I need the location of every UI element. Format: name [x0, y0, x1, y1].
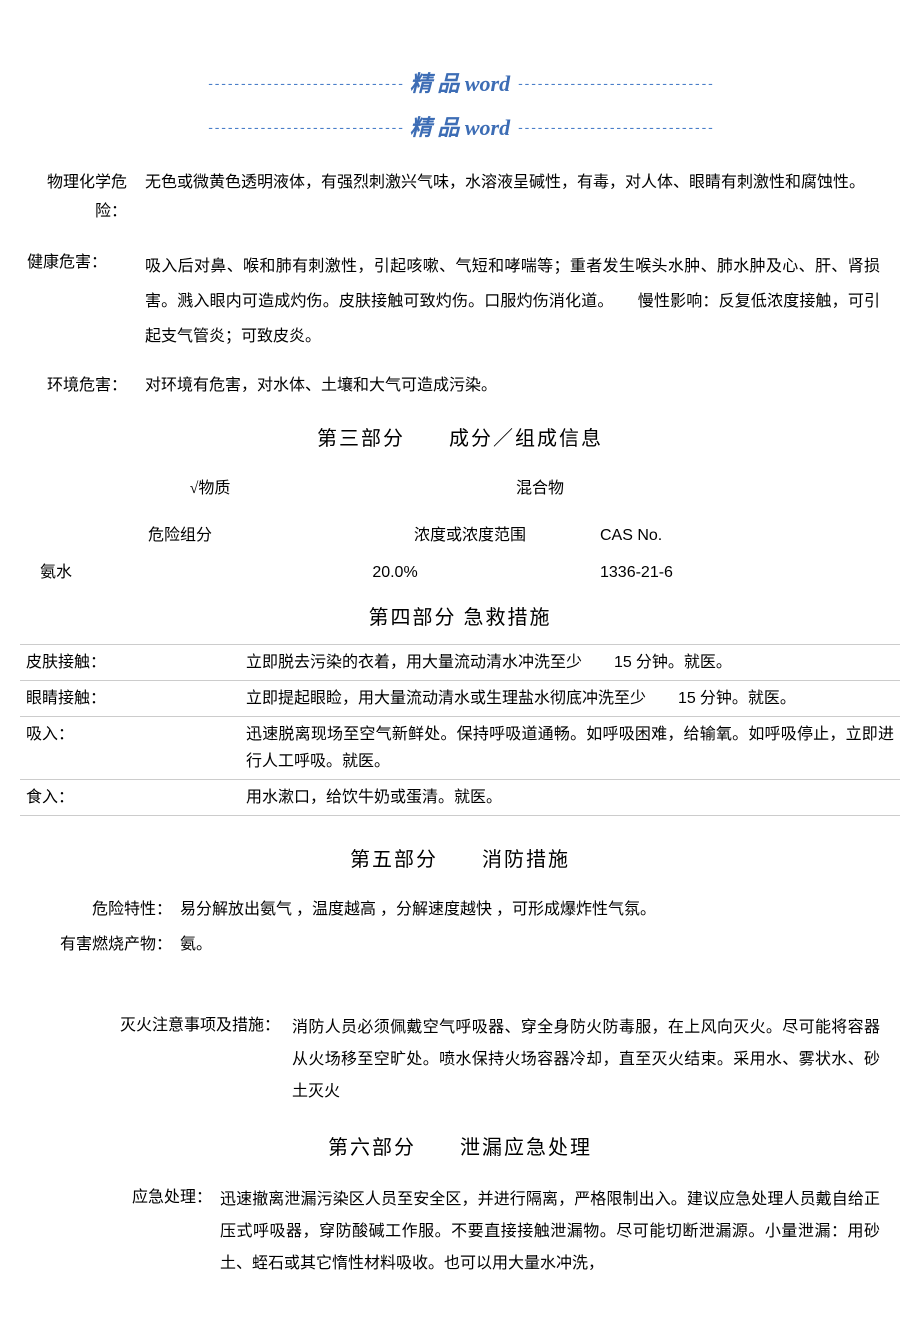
- danger-text: 易分解放出氨气 ，温度越高 ，分解速度越快 ，可形成爆炸性气氛。: [180, 896, 900, 925]
- phys-hazard-label: 物理化学危险：: [20, 169, 135, 227]
- fa-skin-label: 皮肤接触：: [20, 644, 240, 680]
- table-row: 吸入： 迅速脱离现场至空气新鲜处。保持呼吸道通畅。如呼吸困难，给输氧。如呼吸停止…: [20, 716, 900, 779]
- firstaid-table: 皮肤接触： 立即脱去污染的衣着，用大量流动清水冲洗至少 15 分钟。就医。 眼睛…: [20, 644, 900, 817]
- watermark-text: 精 品 word: [410, 64, 510, 104]
- dashes-left-2: - - - - - - - - - - - - - - - - - - - - …: [208, 115, 402, 140]
- fa-ingest-label: 食入：: [20, 780, 240, 816]
- fa-eye-label: 眼睛接触：: [20, 680, 240, 716]
- composition-data-row: 氨水 20.0% 1336-21-6: [20, 559, 900, 588]
- combust-label: 有害燃烧产物：: [20, 931, 180, 960]
- extinguish-label: 灭火注意事项及措施：: [120, 1012, 292, 1108]
- env-hazard-row: 环境危害： 对环境有危害，对水体、土壤和大气可造成污染。: [20, 372, 900, 401]
- comp-col3: CAS No.: [600, 522, 800, 551]
- phys-hazard-text: 无色或微黄色透明液体，有强烈刺激兴气味，水溶液呈碱性，有毒，对人体、眼睛有刺激性…: [135, 169, 900, 227]
- fa-skin-text: 立即脱去污染的衣着，用大量流动清水冲洗至少 15 分钟。就医。: [240, 644, 900, 680]
- emergency-label: 应急处理：: [20, 1184, 220, 1280]
- danger-row: 危险特性： 易分解放出氨气 ，温度越高 ，分解速度越快 ，可形成爆炸性气氛。: [20, 896, 900, 925]
- comp-col2: 浓度或浓度范围: [340, 522, 600, 551]
- composition-type-row: √物质 混合物: [20, 475, 900, 504]
- comp-cas: 1336-21-6: [600, 559, 800, 588]
- watermark-header: - - - - - - - - - - - - - - - - - - - - …: [20, 64, 900, 147]
- phys-hazard-row: 物理化学危险： 无色或微黄色透明液体，有强烈刺激兴气味，水溶液呈碱性，有毒，对人…: [20, 169, 900, 227]
- dashes-left: - - - - - - - - - - - - - - - - - - - - …: [208, 71, 402, 96]
- comp-col1: 危险组分: [20, 522, 340, 551]
- health-hazard-text: 吸入后对鼻、喉和肺有刺激性，引起咳嗽、气短和哮喘等；重者发生喉头水肿、肺水肿及心…: [115, 249, 900, 355]
- fa-inhale-text: 迅速脱离现场至空气新鲜处。保持呼吸道通畅。如呼吸困难，给输氧。如呼吸停止，立即进…: [240, 716, 900, 779]
- dashes-right-2: - - - - - - - - - - - - - - - - - - - - …: [518, 115, 712, 140]
- combust-text: 氨。: [180, 931, 900, 960]
- comp-name: 氨水: [20, 559, 190, 588]
- section6-title: 第六部分 泄漏应急处理: [20, 1130, 900, 1166]
- watermark-line-1: - - - - - - - - - - - - - - - - - - - - …: [20, 64, 900, 104]
- section3-title: 第三部分 成分／组成信息: [20, 421, 900, 457]
- env-hazard-label: 环境危害：: [20, 372, 135, 401]
- section5-title: 第五部分 消防措施: [20, 842, 900, 878]
- watermark-line-2: - - - - - - - - - - - - - - - - - - - - …: [20, 108, 900, 148]
- table-row: 皮肤接触： 立即脱去污染的衣着，用大量流动清水冲洗至少 15 分钟。就医。: [20, 644, 900, 680]
- dashes-right: - - - - - - - - - - - - - - - - - - - - …: [518, 71, 712, 96]
- extinguish-row: 灭火注意事项及措施： 消防人员必须佩戴空气呼吸器、穿全身防火防毒服，在上风向灭火…: [20, 1012, 900, 1108]
- watermark-text-2: 精 品 word: [410, 108, 510, 148]
- emergency-row: 应急处理： 迅速撤离泄漏污染区人员至安全区，并进行隔离，严格限制出入。建议应急处…: [20, 1184, 900, 1280]
- fa-ingest-text: 用水漱口，给饮牛奶或蛋清。就医。: [240, 780, 900, 816]
- composition-header: 危险组分 浓度或浓度范围 CAS No.: [20, 522, 900, 551]
- table-row: 食入： 用水漱口，给饮牛奶或蛋清。就医。: [20, 780, 900, 816]
- extinguish-text: 消防人员必须佩戴空气呼吸器、穿全身防火防毒服，在上风向灭火。尽可能将容器从火场移…: [292, 1012, 900, 1108]
- comp-concentration: 20.0%: [190, 559, 600, 588]
- fa-eye-text: 立即提起眼睑，用大量流动清水或生理盐水彻底冲洗至少 15 分钟。就医。: [240, 680, 900, 716]
- mixture-label: 混合物: [400, 475, 680, 504]
- emergency-text: 迅速撤离泄漏污染区人员至安全区，并进行隔离，严格限制出入。建议应急处理人员戴自给…: [220, 1184, 900, 1280]
- fa-inhale-label: 吸入：: [20, 716, 240, 779]
- section4-title: 第四部分 急救措施: [20, 600, 900, 636]
- table-row: 眼睛接触： 立即提起眼睑，用大量流动清水或生理盐水彻底冲洗至少 15 分钟。就医…: [20, 680, 900, 716]
- health-hazard-label: 健康危害：: [20, 249, 115, 355]
- health-hazard-row: 健康危害： 吸入后对鼻、喉和肺有刺激性，引起咳嗽、气短和哮喘等；重者发生喉头水肿…: [20, 249, 900, 355]
- substance-check: √物质: [20, 475, 400, 504]
- env-hazard-text: 对环境有危害，对水体、土壤和大气可造成污染。: [135, 372, 900, 401]
- combust-row: 有害燃烧产物： 氨。: [20, 931, 900, 960]
- danger-label: 危险特性：: [20, 896, 180, 925]
